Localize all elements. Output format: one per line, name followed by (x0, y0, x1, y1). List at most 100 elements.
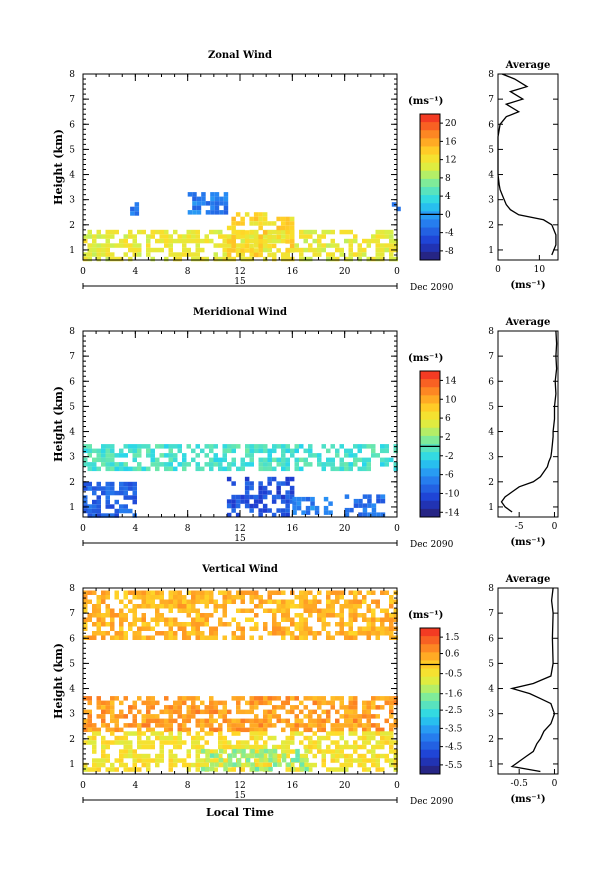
heatmap-cell (210, 201, 215, 206)
heatmap-cell (155, 731, 160, 736)
heatmap-cell (323, 505, 329, 511)
heatmap-cell (205, 748, 210, 754)
heatmap-cell (164, 444, 169, 449)
heatmap-cell (310, 496, 315, 502)
heatmap-cell (191, 709, 196, 715)
heatmap-cell (187, 192, 193, 197)
heatmap-cell (146, 740, 151, 745)
heatmap-cell (290, 617, 295, 622)
heatmap-cell (191, 457, 196, 463)
heatmap-cell (362, 758, 367, 763)
heatmap-cell (222, 590, 227, 595)
x-tick-label: 12 (234, 267, 245, 277)
y-axis-label: Height (km) (52, 129, 65, 205)
heatmap-cell (348, 453, 353, 458)
heatmap-cell (326, 744, 331, 750)
heatmap-cell (389, 256, 394, 262)
heatmap-cell (249, 599, 254, 604)
heatmap-cell (380, 696, 385, 701)
heatmap-cell (335, 740, 340, 745)
heatmap-cell (186, 762, 191, 768)
heatmap-cell (173, 617, 178, 622)
heatmap-cell (168, 608, 173, 613)
average-profile-line (509, 587, 556, 773)
colorbar-swatch (420, 154, 440, 164)
heatmap-cell (150, 635, 155, 640)
heatmap-cell (159, 631, 164, 636)
heatmap-cell (119, 753, 124, 759)
heatmap-cell (249, 485, 254, 491)
colorbar-tick-label: 12 (445, 156, 456, 166)
heatmap-cell (204, 595, 209, 600)
heatmap-cell (276, 705, 281, 710)
heatmap-cell (294, 604, 299, 609)
heatmap-cell (263, 608, 268, 613)
heatmap-cell (280, 225, 286, 231)
heatmap-cell (258, 481, 263, 486)
colorbar-swatch (420, 701, 440, 710)
heatmap-cell (173, 256, 178, 262)
heatmap-cell (123, 767, 128, 772)
heatmap-cell (321, 608, 326, 613)
heatmap-cell (128, 590, 133, 595)
heatmap-cell (285, 481, 290, 486)
heatmap-cell (253, 503, 259, 509)
heatmap-cell (371, 512, 377, 517)
heatmap-cell (389, 613, 394, 618)
heatmap-cell (209, 590, 214, 595)
heatmap-cell (222, 243, 227, 248)
heatmap-cell (146, 727, 151, 733)
heatmap-cell (83, 608, 88, 613)
y-tick-label: 7 (69, 352, 75, 362)
heatmap-cell (326, 749, 331, 754)
heatmap-cell (87, 696, 92, 701)
heatmap-cell (177, 723, 182, 728)
heatmap-cell (339, 735, 344, 741)
heatmap-cell (168, 595, 173, 600)
heatmap-cell (371, 631, 376, 636)
heatmap-cell (240, 216, 245, 222)
heatmap-cell (258, 243, 263, 249)
heatmap-cell (155, 604, 160, 609)
heatmap-cell (96, 499, 101, 505)
heatmap-cell (218, 256, 223, 262)
heatmap-cell (105, 247, 110, 253)
heatmap-cell (123, 613, 128, 618)
heatmap-cell (209, 696, 214, 701)
heatmap-region (226, 212, 295, 258)
heatmap-cell (308, 709, 313, 715)
heatmap-cell (83, 604, 88, 609)
heatmap-cell (110, 486, 115, 491)
heatmap-cell (249, 494, 254, 500)
heatmap-cell (150, 714, 155, 719)
heatmap-cell (348, 252, 353, 257)
colorbar-swatch (420, 636, 440, 645)
heatmap-cell (191, 604, 196, 609)
heatmap-cell (375, 252, 380, 257)
heatmap-cell (348, 727, 353, 733)
heatmap-cell (299, 723, 304, 728)
heatmap-cell (105, 513, 110, 518)
heatmap-cell (87, 727, 92, 733)
heatmap-cell (357, 457, 362, 463)
heatmap-cell (312, 762, 317, 768)
heatmap-cell (375, 256, 380, 262)
colorbar-swatch (420, 130, 440, 139)
heatmap-cell (101, 762, 106, 768)
heatmap-cell (272, 444, 277, 449)
heatmap-cell (344, 635, 349, 640)
heatmap-cell (348, 466, 353, 472)
heatmap-cell (204, 590, 209, 595)
heatmap-cell (164, 709, 169, 715)
heatmap-cell (375, 229, 380, 235)
heatmap-cell (83, 767, 88, 772)
heatmap-cell (348, 626, 353, 631)
heatmap-cell (123, 444, 128, 449)
heatmap-cell (164, 604, 169, 609)
heatmap-cell (159, 590, 164, 595)
heatmap-cell (186, 238, 191, 244)
heatmap-cell (348, 599, 353, 604)
heatmap-cell (209, 718, 214, 724)
heatmap-cell (223, 201, 229, 206)
colorbar-swatch (420, 379, 440, 388)
